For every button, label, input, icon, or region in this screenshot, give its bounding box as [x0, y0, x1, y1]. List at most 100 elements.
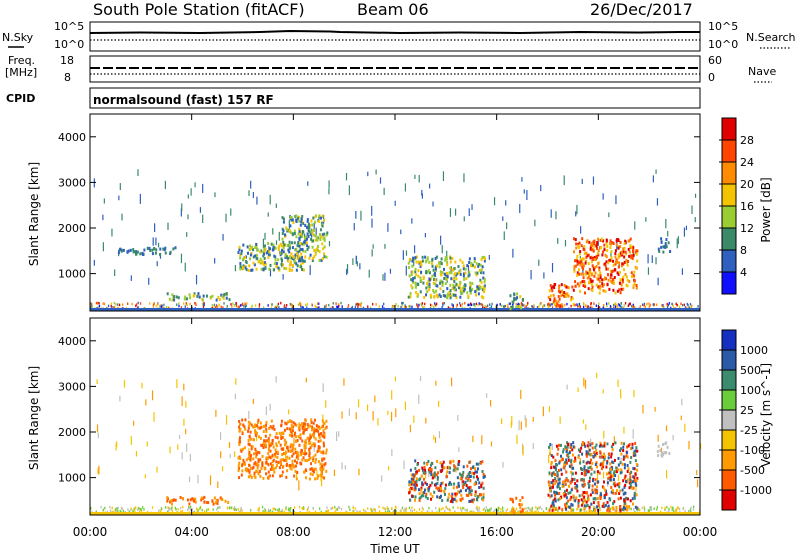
echo-pixel [287, 256, 290, 260]
echo-pixel [272, 246, 275, 250]
echo-pixel [607, 452, 610, 456]
echo-pixel [288, 463, 291, 467]
echo-pixel [596, 496, 599, 500]
echo-pixel [223, 302, 225, 305]
echo-pixel [156, 261, 158, 267]
echo-pixel [389, 268, 392, 274]
echo-pixel [265, 420, 268, 424]
echo-pixel [426, 282, 429, 286]
echo-pixel [418, 174, 420, 183]
echo-pixel [608, 475, 611, 479]
echo-pixel [629, 246, 632, 250]
date-label: 26/Dec/2017 [590, 0, 693, 19]
echo-pixel [459, 295, 462, 299]
echo-pixel [474, 467, 477, 471]
echo-pixel [412, 280, 415, 284]
echo-pixel [261, 464, 264, 468]
echo-pixel [486, 508, 488, 512]
echo-pixel [180, 510, 182, 513]
echo-pixel [341, 462, 343, 470]
echo-pixel [299, 451, 302, 455]
echo-pixel [592, 501, 595, 505]
echo-pixel [623, 504, 626, 508]
echo-pixel [320, 221, 323, 225]
echo-pixel [240, 252, 243, 256]
echo-pixel [245, 304, 247, 308]
echo-pixel [294, 450, 297, 454]
echo-pixel [411, 286, 414, 290]
echo-pixel [635, 446, 638, 450]
echo-pixel [576, 273, 579, 277]
freq-label: Freq. [8, 54, 35, 67]
echo-pixel [281, 244, 284, 248]
echo-pixel [675, 302, 677, 306]
echo-pixel [563, 490, 566, 494]
echo-pixel [259, 458, 262, 462]
echo-pixel [269, 449, 272, 453]
echo-pixel [621, 305, 623, 309]
echo-pixel [287, 259, 290, 263]
echo-pixel [455, 273, 458, 277]
echo-pixel [599, 455, 602, 459]
echo-pixel [230, 208, 232, 216]
echo-pixel [237, 251, 240, 255]
echo-pixel [565, 478, 568, 482]
echo-pixel [229, 453, 231, 459]
echo-pixel [314, 215, 317, 219]
echo-pixel [689, 303, 692, 306]
echo-pixel [579, 457, 581, 465]
echo-pixel [356, 261, 358, 267]
echo-pixel [343, 378, 345, 386]
echo-pixel [549, 294, 552, 298]
echo-pixel [158, 509, 160, 512]
echo-pixel [381, 475, 383, 482]
echo-pixel [655, 169, 657, 174]
echo-pixel [603, 276, 606, 280]
echo-pixel [576, 508, 578, 511]
echo-pixel [569, 497, 572, 501]
echo-pixel [288, 268, 291, 272]
echo-pixel [417, 269, 420, 273]
echo-pixel [603, 480, 606, 484]
echo-pixel [648, 509, 650, 512]
echo-pixel [305, 235, 308, 239]
echo-pixel [415, 471, 418, 475]
echo-pixel [304, 236, 307, 240]
echo-pixel [282, 274, 284, 280]
echo-pixel [286, 447, 289, 451]
echo-pixel [583, 506, 586, 510]
echo-pixel [549, 304, 551, 307]
echo-pixel [331, 306, 333, 309]
echo-pixel [450, 271, 453, 275]
echo-pixel [562, 466, 565, 470]
echo-pixel [309, 467, 312, 471]
echo-pixel [321, 419, 324, 423]
echo-pixel [440, 262, 443, 266]
echo-pixel [577, 499, 580, 503]
echo-pixel [143, 508, 145, 511]
y-tick-label: 1000 [58, 472, 86, 485]
echo-pixel [561, 485, 564, 489]
echo-pixel [604, 277, 607, 281]
echo-pixel [267, 508, 270, 512]
echo-pixel [431, 476, 434, 480]
echo-pixel [449, 283, 452, 287]
echo-pixel [497, 506, 500, 510]
echo-pixel [579, 263, 582, 267]
echo-pixel [599, 271, 602, 275]
echo-pixel [622, 262, 625, 266]
velocity-colorbar-frame [721, 329, 737, 511]
echo-pixel [549, 506, 551, 509]
echo-pixel [553, 297, 556, 301]
echo-pixel [593, 242, 596, 246]
echo-pixel [537, 510, 539, 514]
echo-pixel [254, 254, 257, 258]
echo-pixel [579, 449, 582, 453]
echo-pixel [282, 217, 285, 221]
echo-pixel [574, 459, 577, 463]
echo-pixel [419, 290, 422, 294]
echo-pixel [417, 260, 420, 264]
echo-pixel [184, 262, 186, 272]
echo-pixel [619, 461, 622, 465]
